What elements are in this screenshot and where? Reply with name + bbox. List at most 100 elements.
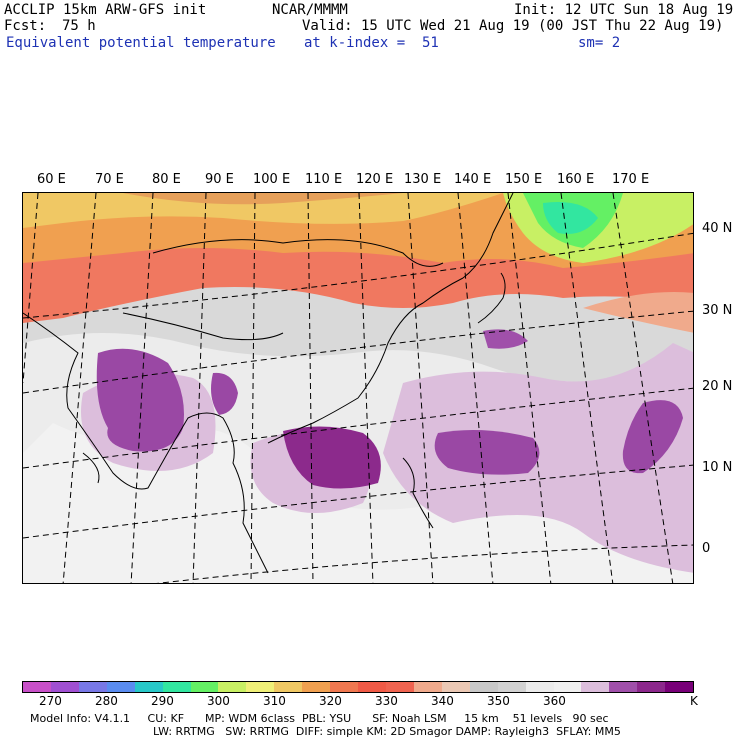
theta-e-map [22,192,694,584]
lon-label: 140 E [454,172,492,187]
colorbar-swatch [246,682,275,692]
lat-label: 0 [702,541,711,556]
colorbar-tick-label: 300 [207,694,230,708]
coast-russia [462,193,514,279]
lat-line-40 [23,232,693,319]
colorbar-swatch [441,682,470,692]
lon-label: 130 E [404,172,442,187]
lat-line-30 [23,310,693,394]
lon-label: 110 E [305,172,343,187]
colorbar [22,681,694,693]
lat-label: 10 N [702,460,733,475]
colorbar-swatch [609,682,638,692]
lon-line-110 [307,193,314,583]
level-index: at k-index = 51 [304,35,439,51]
purple-core-typhoon [622,400,683,474]
colorbar-unit: K [690,694,698,708]
lat-line-20 [23,387,693,469]
lon-line-140 [457,193,494,583]
lon-line-100 [250,193,256,583]
colorbar-swatch [23,682,51,692]
lon-line-170 [612,193,674,583]
yellow-band [23,193,503,228]
lat-label: 20 N [702,379,733,394]
lon-label: 150 E [505,172,543,187]
colorbar-tick-label: 330 [375,694,398,708]
lon-label: 120 E [356,172,394,187]
lon-label: 100 E [253,172,291,187]
lat-label: 30 N [702,303,733,318]
model-title: ACCLIP 15km ARW-GFS init [4,2,207,18]
colorbar-swatch [637,682,666,692]
lat-line-10 [23,464,693,539]
purple-core-scs [283,426,381,489]
lon-line-120 [358,193,374,583]
colorbar-swatch [50,682,79,692]
colorbar-tick-label: 290 [151,694,174,708]
lon-line-90 [192,193,207,583]
colorbar-swatch [330,682,359,692]
lon-line-60 [23,193,39,384]
lon-line-150 [507,193,552,583]
coast-philippines [402,457,434,529]
init-time: Init: 12 UTC Sun 18 Aug 19 [514,2,734,18]
pink-band [583,292,693,333]
purple-core-bay [211,372,238,415]
colorbar-swatch [302,682,331,692]
lon-line-80 [130,193,154,583]
colorbar-tick-label: 280 [95,694,118,708]
lat-label: 40 N [702,221,733,236]
purple-core-japan [483,329,528,349]
organization: NCAR/MMMM [272,2,348,18]
lon-label: 60 E [37,172,66,187]
coast-sri-lanka [82,452,100,484]
lon-label: 90 E [205,172,234,187]
coast-south-asia [23,312,269,574]
colorbar-swatch [665,682,694,692]
tan-band [123,193,403,205]
smoothing-info: sm= 2 [578,35,621,51]
field-name: Equivalent potential temperature [6,35,276,51]
lon-label: 70 E [95,172,124,187]
teal-band [543,202,598,234]
graticule [23,193,693,583]
coast-japan [477,272,506,324]
colorbar-swatch [78,682,107,692]
colorbar-swatch [469,682,498,692]
colorbar-tick-label: 320 [319,694,342,708]
colorbar-swatch [525,682,554,692]
colorbar-tick-label: 360 [543,694,566,708]
map-canvas [23,193,693,583]
forecast-hours: 75 h [62,18,96,34]
coast-china [267,277,464,444]
coastlines [23,193,514,574]
colorbar-swatch [106,682,135,692]
footer-line-1: Model Info: V4.1.1 CU: KF MP: WDM 6class… [30,712,609,725]
colorbar-swatch [134,682,163,692]
colorbar-tick-label: 350 [487,694,510,708]
border-himalaya [122,312,284,341]
colorbar-swatch [190,682,219,692]
forecast-label: Fcst: [4,18,47,34]
colorbar-tick-label: 310 [263,694,286,708]
valid-time: Valid: 15 UTC Wed 21 Aug 19 (00 JST Thu … [302,18,724,34]
colorbar-swatch [553,682,582,692]
colorbar-swatch [218,682,247,692]
lon-label: 170 E [612,172,650,187]
colorbar-swatch [274,682,303,692]
colorbar-tick-label: 270 [39,694,62,708]
colorbar-swatch [358,682,386,692]
purple-core-india [96,348,184,452]
footer-line-2: LW: RRTMG SW: RRTMG DIFF: simple KM: 2D … [153,725,621,738]
lon-line-130 [407,193,434,583]
lon-line-70 [62,193,97,583]
lon-label: 160 E [557,172,595,187]
colorbar-swatch [581,682,610,692]
colorbar-swatch [413,682,442,692]
colorbar-swatch [497,682,526,692]
colorbar-swatch [385,682,414,692]
colorbar-tick-label: 340 [431,694,454,708]
lon-line-160 [560,193,614,583]
lon-label: 80 E [152,172,181,187]
colorbar-swatch [162,682,191,692]
